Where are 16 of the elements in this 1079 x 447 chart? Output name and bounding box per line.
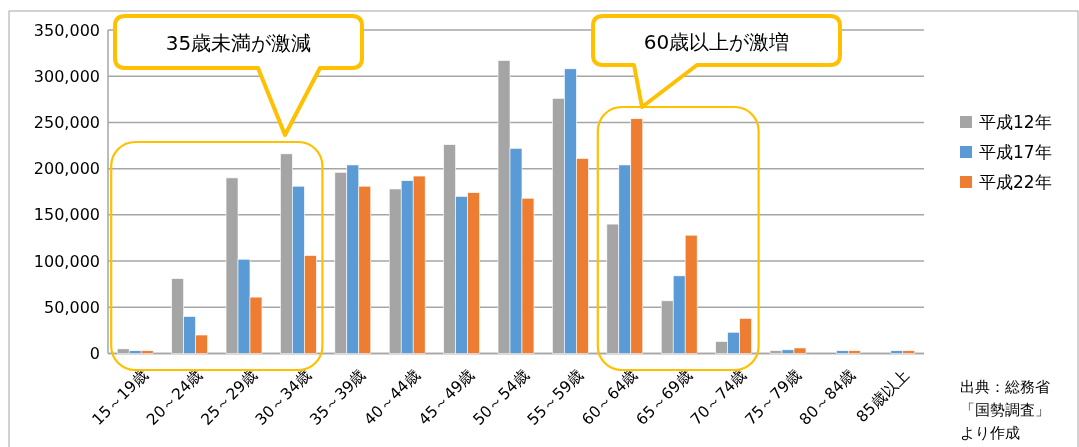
y-tick-label: 300,000 xyxy=(33,66,100,86)
annotation: 60歳以上が激増 xyxy=(643,29,790,54)
source-note: 出典：総務省 xyxy=(960,378,1050,396)
text: より作成 xyxy=(960,424,1020,442)
legend-label: 平成22年 xyxy=(979,172,1052,192)
annotation: 35歳未満が激減 xyxy=(165,31,312,55)
legend-label: 平成12年 xyxy=(979,112,1052,132)
text: 「国勢調査」 xyxy=(960,401,1050,419)
legend-label: 平成17年 xyxy=(979,142,1052,162)
y-tick-label: 200,000 xyxy=(33,159,100,179)
y-tick-label: 100,000 xyxy=(33,251,100,271)
y-tick-label: 150,000 xyxy=(33,205,100,225)
y-tick-label: 50,000 xyxy=(44,297,100,317)
y-tick-label: 0 xyxy=(89,344,100,363)
y-tick-label: 250,000 xyxy=(33,112,100,132)
y-tick-label: 350,000 xyxy=(33,20,100,40)
